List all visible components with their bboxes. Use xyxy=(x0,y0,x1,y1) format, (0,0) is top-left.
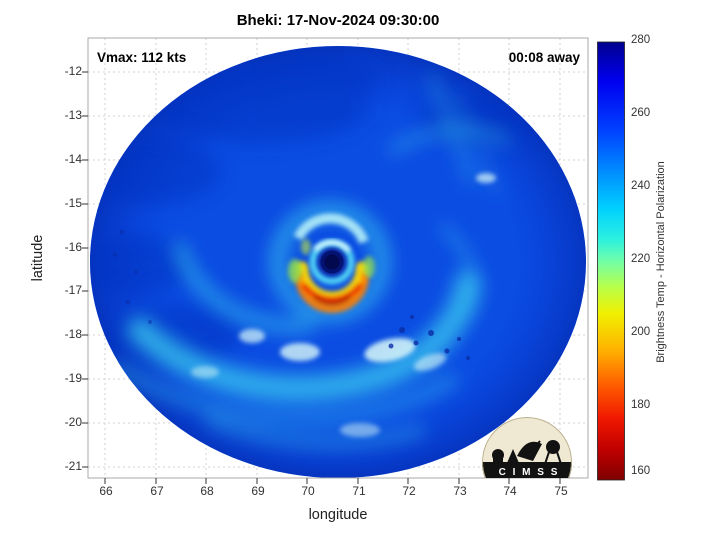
y-tick-label: -19 xyxy=(64,371,82,385)
logo-small-dish-icon xyxy=(507,449,519,463)
colorbar-tick-label: 180 xyxy=(631,399,651,411)
y-axis-label: latitude xyxy=(30,234,46,282)
west-edge-speckles xyxy=(113,229,152,324)
colorbar xyxy=(597,41,625,481)
x-tick-label: 67 xyxy=(150,484,164,498)
colorbar-tick-label: 240 xyxy=(631,180,651,192)
colorbar-label: Brightness Temp - Horizontal Polarizatio… xyxy=(655,161,667,363)
dark-speckles xyxy=(388,315,470,360)
logo-tower-icon xyxy=(546,440,560,454)
y-tick-label: -15 xyxy=(64,196,82,210)
spiral-rainbands xyxy=(111,74,511,448)
x-tick-label: 72 xyxy=(402,484,416,498)
y-tick-label: -16 xyxy=(64,240,82,254)
x-tick-label: 68 xyxy=(200,484,214,498)
x-tick-label: 66 xyxy=(99,484,113,498)
y-tick-label: -12 xyxy=(64,64,82,78)
plot-frame xyxy=(87,37,589,479)
x-axis-label: longitude xyxy=(308,507,368,523)
eyewall-green-fringe xyxy=(288,239,375,283)
colorbar-tick-label: 260 xyxy=(631,107,651,119)
colorbar-tick-label: 220 xyxy=(631,253,651,265)
colorbar-tick-label: 160 xyxy=(631,465,651,477)
axis-tick-marks xyxy=(82,71,561,484)
cyclone-swath xyxy=(90,46,586,478)
colorbar-tick-label: 280 xyxy=(631,34,651,46)
y-tick-label: -20 xyxy=(64,415,82,429)
x-tick-label: 70 xyxy=(301,484,315,498)
colorbar-tick-label: 200 xyxy=(631,326,651,338)
y-tick-label: -21 xyxy=(64,459,82,473)
x-tick-label: 69 xyxy=(251,484,265,498)
page-title: Bheki: 17-Nov-2024 09:30:00 xyxy=(236,12,440,29)
y-tick-label: -17 xyxy=(64,283,82,297)
white-cloud-highlights xyxy=(191,173,496,437)
cimss-logo: C I M S S xyxy=(482,417,572,478)
time-away-annotation: 00:08 away xyxy=(508,50,580,65)
x-tick-label: 71 xyxy=(352,484,366,498)
x-tick-label: 75 xyxy=(554,484,568,498)
y-tick-label: -18 xyxy=(64,327,82,341)
colorbar-gradient xyxy=(597,41,625,481)
y-tick-label: -13 xyxy=(64,108,82,122)
y-tick-label: -14 xyxy=(64,152,82,166)
x-tick-label: 73 xyxy=(453,484,467,498)
vmax-annotation: Vmax: 112 kts xyxy=(97,50,187,65)
x-tick-label: 74 xyxy=(503,484,517,498)
cimss-logo-text: C I M S S xyxy=(499,467,560,478)
eyewall-warm-ring xyxy=(295,261,369,313)
cyclone-eye xyxy=(318,248,346,276)
